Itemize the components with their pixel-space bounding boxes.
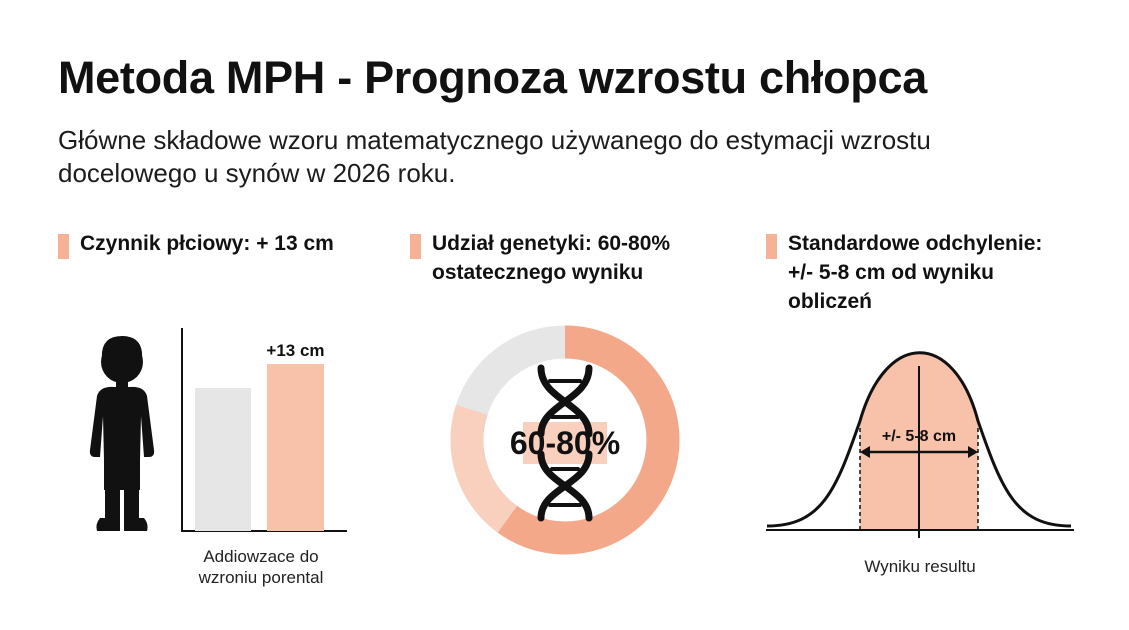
- range-arrow: [860, 446, 978, 458]
- heading-line: obliczeń: [788, 290, 873, 313]
- genetics-donut-chart: 60-80%: [450, 325, 680, 555]
- bell-curve-line: [766, 351, 1072, 528]
- range-label: +/- 5-8 cm: [882, 428, 956, 445]
- page-title: Metoda MPH - Prognoza wzrostu chłopca: [58, 52, 927, 103]
- donut-center-label: 60-80%: [510, 425, 620, 461]
- dna-helix-icon: [537, 364, 593, 522]
- page-subtitle: Główne składowe wzoru matematycznego uży…: [58, 124, 1068, 190]
- heading-line: Udział genetyki: 60-80%: [432, 232, 671, 255]
- heading-line: ostatecznego wyniku: [432, 261, 644, 284]
- sex-factor-caption: Addiowzace do wzroniu porental: [170, 546, 352, 588]
- caption-line: wzroniu porental: [198, 568, 324, 587]
- heading-line: Czynnik płciowy: + 13 cm: [80, 232, 334, 255]
- caption-line: Addiowzace do: [203, 547, 319, 566]
- deviation-bell-curve: +/- 5-8 cm: [766, 351, 1074, 538]
- bar-label: +13 cm: [266, 341, 324, 360]
- parental-height-bar: [195, 388, 251, 531]
- caption-line: Wyniku resultu: [864, 557, 976, 576]
- heading-line: Standardowe odchylenie:: [788, 232, 1043, 255]
- heading-accent-bar: [58, 234, 69, 259]
- donut-share-arc: [497, 325, 680, 555]
- center-label-background: [523, 422, 607, 464]
- subtitle-line-1: Główne składowe wzoru matematycznego uży…: [58, 125, 931, 155]
- boy-silhouette-icon: [89, 336, 155, 531]
- heading-accent-bar: [766, 234, 777, 259]
- deviation-caption: Wyniku resultu: [820, 556, 1020, 577]
- donut-range-arc: [450, 404, 518, 533]
- boy-height-bar: [267, 364, 324, 531]
- heading-line: +/- 5-8 cm od wyniku: [788, 261, 994, 284]
- heading-accent-bar: [410, 234, 421, 259]
- subtitle-line-2: docelowego u synów w 2026 roku.: [58, 158, 456, 188]
- sex-factor-graphic: +13 cm: [89, 328, 347, 532]
